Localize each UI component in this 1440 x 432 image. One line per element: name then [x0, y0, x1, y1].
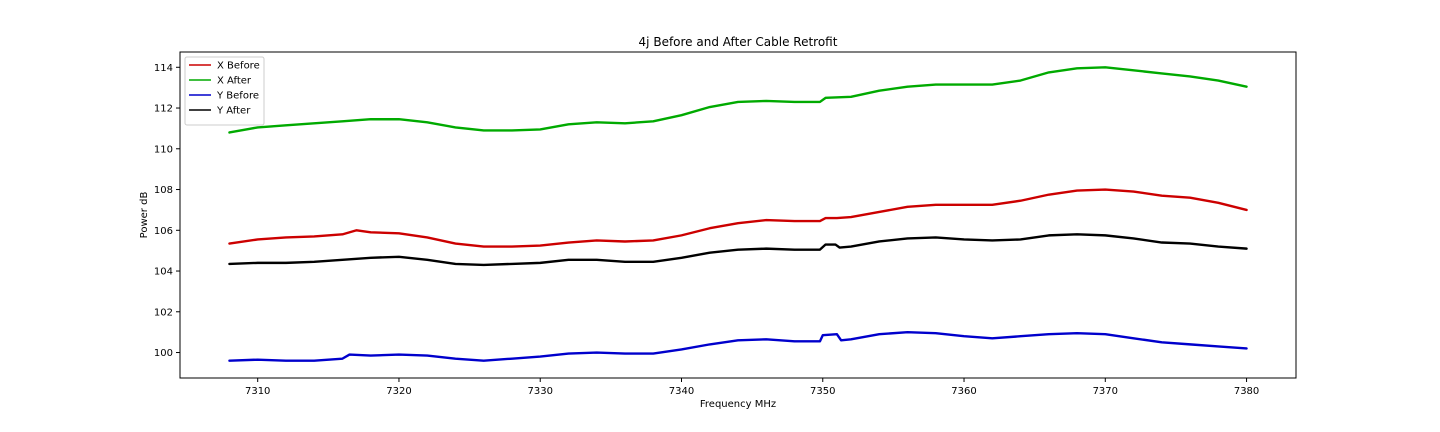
y-tick-label-5: 110 [154, 144, 173, 155]
x-tick-label-3: 7340 [669, 386, 694, 397]
y-tick-label-6: 112 [154, 104, 173, 115]
x-tick-label-1: 7320 [386, 386, 411, 397]
series-line-2 [228, 330, 1248, 362]
x-tick-label-4: 7350 [810, 386, 835, 397]
x-tick-label-5: 7360 [951, 386, 976, 397]
x-tick-label-6: 7370 [1093, 386, 1118, 397]
plot-frame [179, 51, 1297, 379]
y-tick-label-3: 106 [154, 226, 173, 237]
x-axis-label: Frequency MHz [700, 399, 776, 410]
series-line-1 [228, 66, 1248, 134]
legend-label-2: Y Before [216, 91, 259, 102]
legend: X Before X After Y Before Y After [184, 56, 265, 126]
chart-title: 4j Before and After Cable Retrofit [639, 35, 838, 49]
y-axis: 100 102 104 106 108 110 112 114 [154, 63, 180, 359]
y-axis-label: Power dB [139, 192, 150, 239]
legend-box [184, 56, 265, 126]
x-tick-label-2: 7330 [528, 386, 553, 397]
legend-label-0: X Before [217, 61, 260, 72]
series-layer [228, 66, 1248, 362]
y-tick-label-1: 102 [154, 307, 173, 318]
x-axis: 7310 7320 7330 7340 7350 7360 7370 7380 [245, 378, 1259, 397]
y-tick-label-7: 114 [154, 63, 173, 74]
y-tick-label-2: 104 [154, 267, 173, 278]
legend-label-1: X After [217, 76, 252, 87]
y-tick-label-0: 100 [154, 348, 173, 359]
legend-label-3: Y After [216, 106, 251, 117]
x-tick-label-0: 7310 [245, 386, 270, 397]
x-tick-label-7: 7380 [1234, 386, 1259, 397]
series-line-0 [228, 188, 1248, 248]
y-tick-label-4: 108 [154, 185, 173, 196]
series-line-3 [228, 233, 1248, 267]
